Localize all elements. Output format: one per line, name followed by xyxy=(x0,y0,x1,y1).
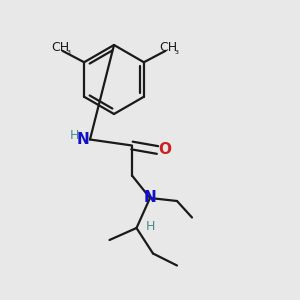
Text: ₃: ₃ xyxy=(175,46,179,56)
Text: O: O xyxy=(158,142,172,158)
Text: N: N xyxy=(77,132,90,147)
Text: CH: CH xyxy=(159,41,178,54)
Text: H: H xyxy=(146,220,156,233)
Text: N: N xyxy=(144,190,156,206)
Text: ₃: ₃ xyxy=(67,46,70,56)
Text: CH: CH xyxy=(51,41,69,54)
Text: H: H xyxy=(70,129,79,142)
